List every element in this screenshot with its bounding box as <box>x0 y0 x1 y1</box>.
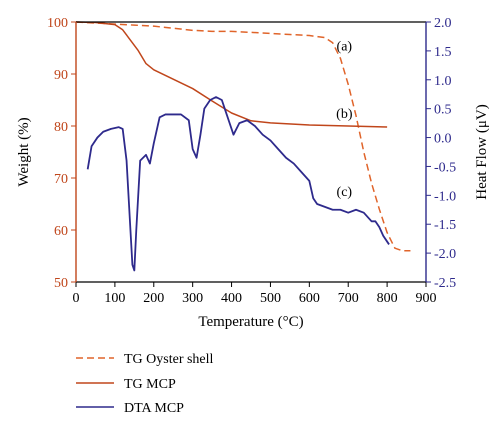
y-left-tick-label: 80 <box>54 120 68 135</box>
legend: TG Oyster shell TG MCP DTA MCP <box>76 352 214 416</box>
y-right-axis-title: Heat Flow (μV) <box>474 104 490 200</box>
y-right-tick-label: 2.0 <box>434 16 452 31</box>
legend-label: TG MCP <box>124 377 176 392</box>
y-right-tick-label: 0.5 <box>434 103 452 118</box>
x-axis-title: Temperature (°C) <box>198 314 303 330</box>
x-tick-label: 800 <box>377 291 398 306</box>
dta-mcp-line <box>86 96 390 272</box>
x-tick-label: 500 <box>260 291 281 306</box>
annotation-layer: (a) (b) (c) <box>336 40 353 201</box>
x-tick-label: 900 <box>416 291 437 306</box>
x-tick-label: 100 <box>104 291 125 306</box>
x-tick-label: 300 <box>182 291 203 306</box>
y-right-tick-label: -1.5 <box>434 218 456 233</box>
series-layer <box>75 21 411 272</box>
x-tick-label: 200 <box>143 291 164 306</box>
curve-label-a: (a) <box>337 40 353 55</box>
axes-layer: 0 100 200 300 400 500 600 700 800 900 100 90 80 70 60 5… <box>16 16 490 330</box>
y-right-tick-label: -2.0 <box>434 247 456 262</box>
y-right-tick-label: 1.5 <box>434 45 452 60</box>
curve-label-c: (c) <box>337 185 353 200</box>
y-right-tick-label: -0.5 <box>434 160 456 175</box>
x-tick-label: 400 <box>221 291 242 306</box>
y-right-tick-label: -2.5 <box>434 276 456 291</box>
legend-label: TG Oyster shell <box>124 352 214 367</box>
x-tick-label: 600 <box>299 291 320 306</box>
legend-label: DTA MCP <box>124 401 184 416</box>
y-left-tick-label: 90 <box>54 68 68 83</box>
tg-mcp-line <box>75 21 388 128</box>
y-left-tick-label: 50 <box>54 276 68 291</box>
curve-label-b: (b) <box>336 107 353 122</box>
y-left-tick-label: 60 <box>54 224 68 239</box>
y-left-axis-title: Weight (%) <box>16 117 32 186</box>
y-right-tick-label: 0.0 <box>434 132 452 147</box>
x-tick-label: 0 <box>73 291 80 306</box>
y-left-tick-label: 70 <box>54 172 68 187</box>
x-tick-label: 700 <box>338 291 359 306</box>
tg-oyster-shell-line <box>75 21 411 252</box>
y-left-tick-label: 100 <box>47 16 68 31</box>
y-right-tick-label: 1.0 <box>434 74 452 89</box>
y-right-tick-label: -1.0 <box>434 189 456 204</box>
